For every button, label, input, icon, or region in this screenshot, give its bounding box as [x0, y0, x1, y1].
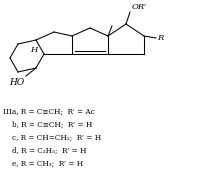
Text: e, R = CH₃;  R’ = H: e, R = CH₃; R’ = H	[3, 160, 83, 168]
Text: H: H	[30, 46, 38, 54]
Text: HO: HO	[9, 78, 24, 87]
Text: b, R = C≡CH;  R’ = H: b, R = C≡CH; R’ = H	[3, 121, 92, 129]
Text: d, R = C₂H₅;  R’ = H: d, R = C₂H₅; R’ = H	[3, 147, 87, 155]
Text: c, R = CH=CH₂;  R’ = H: c, R = CH=CH₂; R’ = H	[3, 134, 101, 142]
Text: IIIa, R = C≡CH;  R’ = Ac: IIIa, R = C≡CH; R’ = Ac	[3, 108, 95, 116]
Text: OR’: OR’	[132, 3, 147, 11]
Text: R: R	[157, 34, 163, 42]
